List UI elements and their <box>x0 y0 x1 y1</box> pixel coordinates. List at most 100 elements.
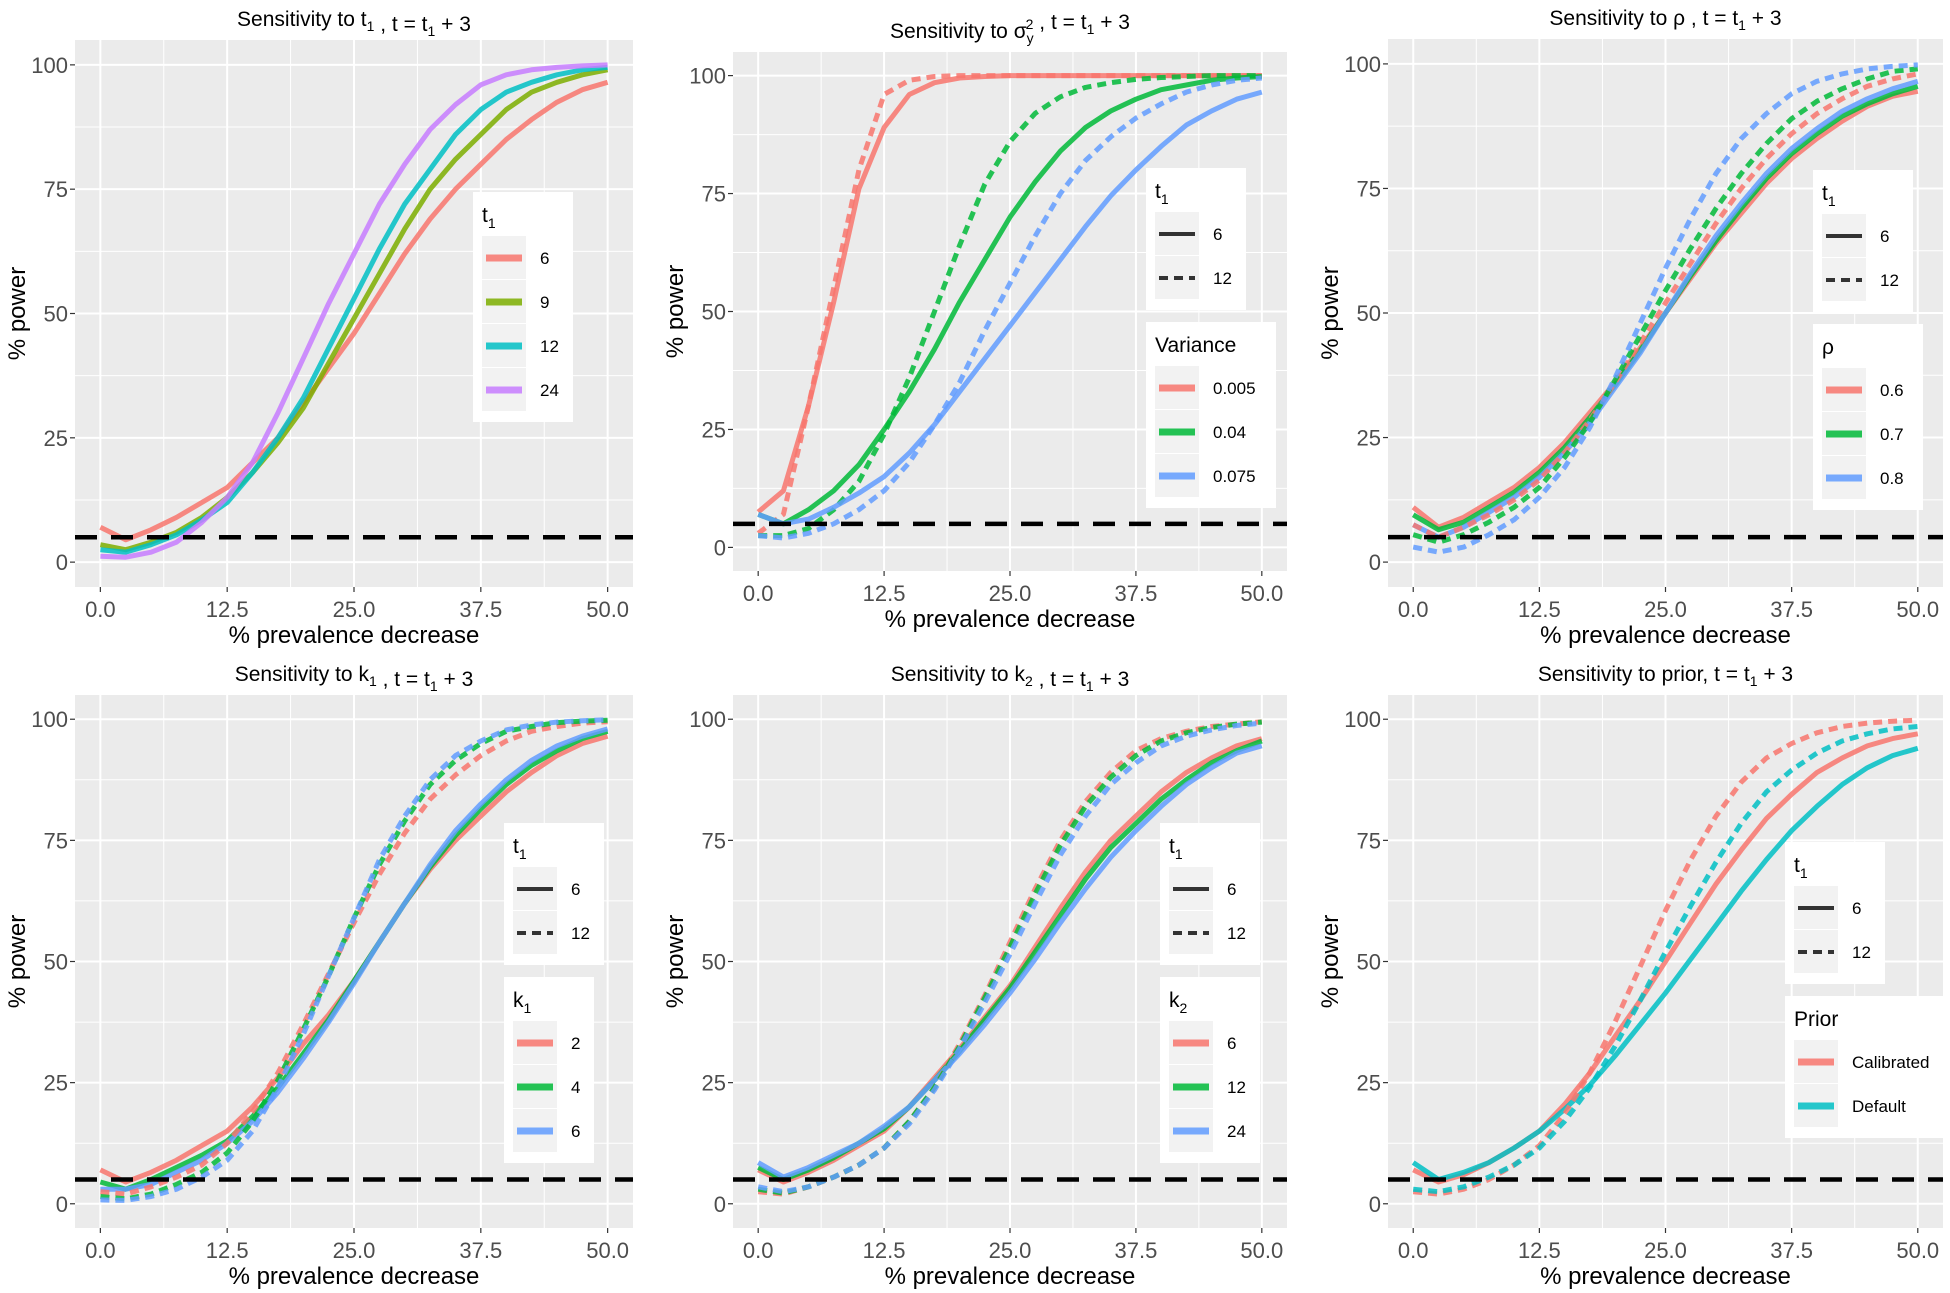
x-tick-label: 37.5 <box>1770 597 1813 622</box>
y-tick-label: 25 <box>1357 1071 1381 1096</box>
y-tick-label: 0 <box>1369 550 1381 575</box>
x-tick-label: 0.0 <box>85 597 116 622</box>
y-tick-label: 50 <box>702 950 726 975</box>
series-line <box>1412 717 1918 1197</box>
y-axis-label: % power <box>4 267 31 360</box>
legend-label: 12 <box>571 924 590 943</box>
legend-label: 6 <box>571 1122 580 1141</box>
x-tick-label: 37.5 <box>459 597 502 622</box>
series-line <box>756 73 1262 536</box>
y-tick-label: 100 <box>31 707 68 732</box>
legend-label: 12 <box>1213 269 1232 288</box>
chart-panel-2: 0 25 50 75 100 0.0 12.5 25.0 37.5 50.0 % prevalenc… <box>662 11 1287 633</box>
legend-title: ρ <box>1822 336 1834 359</box>
y-tick-label: 75 <box>44 177 68 202</box>
chart-title: Sensitivity to k2 , t = t1 + 3 <box>891 663 1130 694</box>
x-tick-label: 12.5 <box>1518 597 1561 622</box>
y-tick-label: 25 <box>1357 426 1381 451</box>
y-tick-label: 50 <box>702 300 726 325</box>
chart-title: Sensitivity to t1 , t = t1 + 3 <box>237 8 471 39</box>
series-line <box>1412 62 1918 555</box>
legend-title: Prior <box>1794 1008 1838 1031</box>
legend-label: 24 <box>540 381 559 400</box>
legend-color: Variance 0.005 0.04 0.075 <box>1146 322 1276 508</box>
x-tick-label: 12.5 <box>206 1238 249 1263</box>
x-axis-label: % prevalence decrease <box>1540 622 1791 649</box>
legend-title: t1 <box>482 204 496 231</box>
y-tick-label: 0 <box>714 535 726 560</box>
series-line <box>100 726 609 1192</box>
x-tick-label: 25.0 <box>989 581 1032 606</box>
legend-title: t1 <box>1794 854 1808 881</box>
series-line <box>757 74 1262 527</box>
x-axis-label: % prevalence decrease <box>1540 1263 1791 1290</box>
x-tick-label: 12.5 <box>863 1238 906 1263</box>
y-tick-label: 100 <box>689 64 726 89</box>
x-axis-label: % prevalence decrease <box>885 1263 1136 1290</box>
x-tick-label: 50.0 <box>1240 1238 1283 1263</box>
x-tick-label: 50.0 <box>1240 581 1283 606</box>
x-tick-label: 50.0 <box>1896 1238 1939 1263</box>
chart-panel-4: 0 25 50 75 100 0.0 12.5 25.0 37.5 50.0 % prevalenc… <box>4 663 633 1290</box>
legend-label: Default <box>1852 1097 1906 1116</box>
legend-label: 12 <box>1880 271 1899 290</box>
legend-label: 24 <box>1227 1122 1246 1141</box>
chart-title: Sensitivity to ρ , t = t1 + 3 <box>1549 7 1781 33</box>
legend-label: 2 <box>571 1034 580 1053</box>
legend-linetype: t1 6 12 <box>1160 823 1260 965</box>
y-tick-label: 100 <box>1344 707 1381 732</box>
legend-label: 0.8 <box>1880 469 1904 488</box>
legend-color: k2 6 12 24 <box>1160 977 1260 1163</box>
chart-title: Sensitivity to k1 , t = t1 + 3 <box>235 663 474 694</box>
x-tick-label: 37.5 <box>459 1238 502 1263</box>
x-tick-label: 0.0 <box>743 581 774 606</box>
legend-label: 6 <box>1227 1034 1236 1053</box>
x-tick-label: 25.0 <box>1644 1238 1687 1263</box>
y-tick-label: 50 <box>44 302 68 327</box>
legend-title: Variance <box>1155 334 1236 357</box>
series-line <box>756 743 1263 1180</box>
x-axis-label: % prevalence decrease <box>229 1263 480 1290</box>
y-tick-label: 0 <box>1369 1192 1381 1217</box>
y-tick-label: 75 <box>702 182 726 207</box>
legend-label: Calibrated <box>1852 1053 1930 1072</box>
y-axis-label: % power <box>662 265 689 358</box>
x-tick-label: 50.0 <box>586 1238 629 1263</box>
chart-panel-6: 0 25 50 75 100 0.0 12.5 25.0 37.5 50.0 % prevalenc… <box>1317 663 1950 1290</box>
y-tick-label: 75 <box>1357 176 1381 201</box>
legend-label: 0.7 <box>1880 425 1904 444</box>
y-tick-label: 50 <box>44 950 68 975</box>
x-tick-label: 37.5 <box>1114 1238 1157 1263</box>
x-tick-label: 12.5 <box>1518 1238 1561 1263</box>
legend-label: 6 <box>540 249 549 268</box>
y-axis-label: % power <box>662 915 689 1008</box>
y-tick-label: 75 <box>1357 828 1381 853</box>
x-tick-label: 37.5 <box>1770 1238 1813 1263</box>
y-tick-label: 0 <box>56 550 68 575</box>
y-tick-label: 25 <box>44 426 68 451</box>
series-line <box>757 719 1262 1196</box>
series-line <box>100 717 608 1203</box>
legend-color: ρ 0.6 0.7 0.8 <box>1813 324 1923 510</box>
y-axis-label: % power <box>4 915 31 1008</box>
chart-title: Sensitivity to prior, t = t1 + 3 <box>1538 663 1793 689</box>
series-line <box>757 89 1263 527</box>
x-tick-label: 0.0 <box>1398 1238 1429 1263</box>
chart-panel-5: 0 25 50 75 100 0.0 12.5 25.0 37.5 50.0 % prevalenc… <box>662 663 1287 1290</box>
series-line <box>1412 71 1919 540</box>
legend-title: t1 <box>1169 835 1183 862</box>
y-tick-label: 25 <box>702 417 726 442</box>
legend-title: k2 <box>1169 989 1188 1016</box>
y-axis-label: % power <box>1317 915 1344 1008</box>
y-tick-label: 0 <box>714 1192 726 1217</box>
legend-linetype: t1 6 12 <box>1785 842 1885 984</box>
series-line <box>100 64 608 555</box>
x-tick-label: 25.0 <box>989 1238 1032 1263</box>
legend-label: 6 <box>1213 225 1222 244</box>
legend-label: 6 <box>1227 880 1236 899</box>
y-tick-label: 25 <box>44 1071 68 1096</box>
y-axis-label: % power <box>1317 266 1344 359</box>
y-tick-label: 75 <box>702 828 726 853</box>
x-tick-label: 50.0 <box>586 597 629 622</box>
